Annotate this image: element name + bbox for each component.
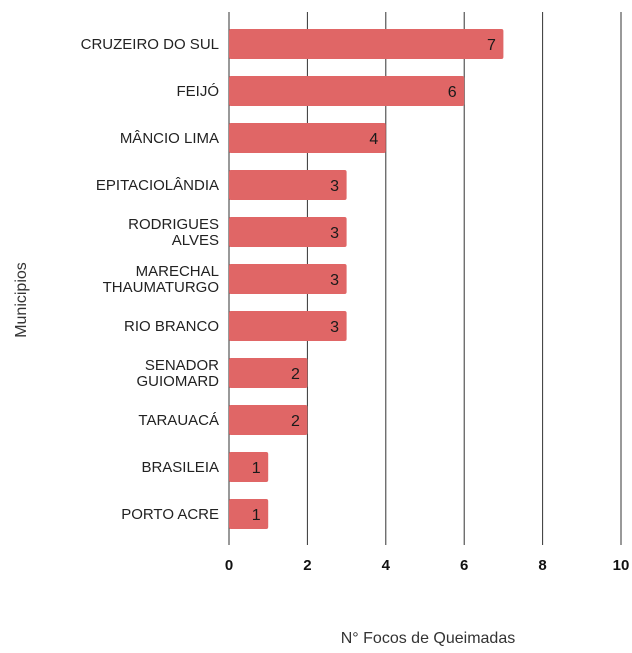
x-axis-title: N° Focos de Queimadas (341, 630, 515, 647)
bar (229, 264, 347, 294)
category-label: MARECHAL THAUMATURGO (103, 263, 219, 296)
category-label: EPITACIOLÂNDIA (96, 177, 219, 194)
bar (229, 76, 465, 106)
data-label: 4 (369, 131, 378, 148)
category-label: TARAUACÁ (138, 412, 219, 429)
category-label: BRASILEIA (141, 459, 219, 476)
data-label: 3 (330, 319, 339, 336)
data-label: 3 (330, 225, 339, 242)
category-label: SENADOR GUIOMARD (137, 357, 220, 390)
data-label: 3 (330, 272, 339, 289)
data-label: 2 (291, 413, 300, 430)
category-label: PORTO ACRE (121, 506, 219, 523)
x-tick-label: 8 (538, 557, 546, 574)
category-label: RODRIGUES ALVES (128, 216, 219, 249)
data-label: 6 (448, 84, 457, 101)
x-tick-label: 10 (613, 557, 630, 574)
x-tick-label: 2 (303, 557, 311, 574)
bar (229, 499, 269, 529)
bar (229, 311, 347, 341)
data-label: 1 (252, 460, 261, 477)
category-label: CRUZEIRO DO SUL (81, 36, 219, 53)
bar (229, 123, 386, 153)
data-label: 1 (252, 507, 261, 524)
x-tick-label: 4 (382, 557, 391, 574)
bar (229, 170, 347, 200)
bar (229, 29, 504, 59)
bar (229, 452, 269, 482)
data-label: 2 (291, 366, 300, 383)
x-tick-labels: 0 2 4 6 8 10 (225, 557, 630, 574)
x-tick-label: 0 (225, 557, 233, 574)
bars (229, 29, 504, 529)
data-label: 7 (487, 37, 496, 54)
category-label: FEIJÓ (176, 83, 219, 100)
bar (229, 405, 308, 435)
data-labels: 7 6 4 3 3 3 3 2 2 1 1 (252, 37, 496, 524)
data-label: 3 (330, 178, 339, 195)
category-labels: CRUZEIRO DO SUL FEIJÓ MÂNCIO LIMA EPITACIOL… (81, 36, 220, 523)
category-label: MÂNCIO LIMA (120, 130, 219, 147)
bar (229, 217, 347, 247)
x-tick-label: 6 (460, 557, 468, 574)
category-label: RIO BRANCO (124, 318, 219, 335)
bar (229, 358, 308, 388)
y-axis-title: Municipios (13, 262, 30, 338)
